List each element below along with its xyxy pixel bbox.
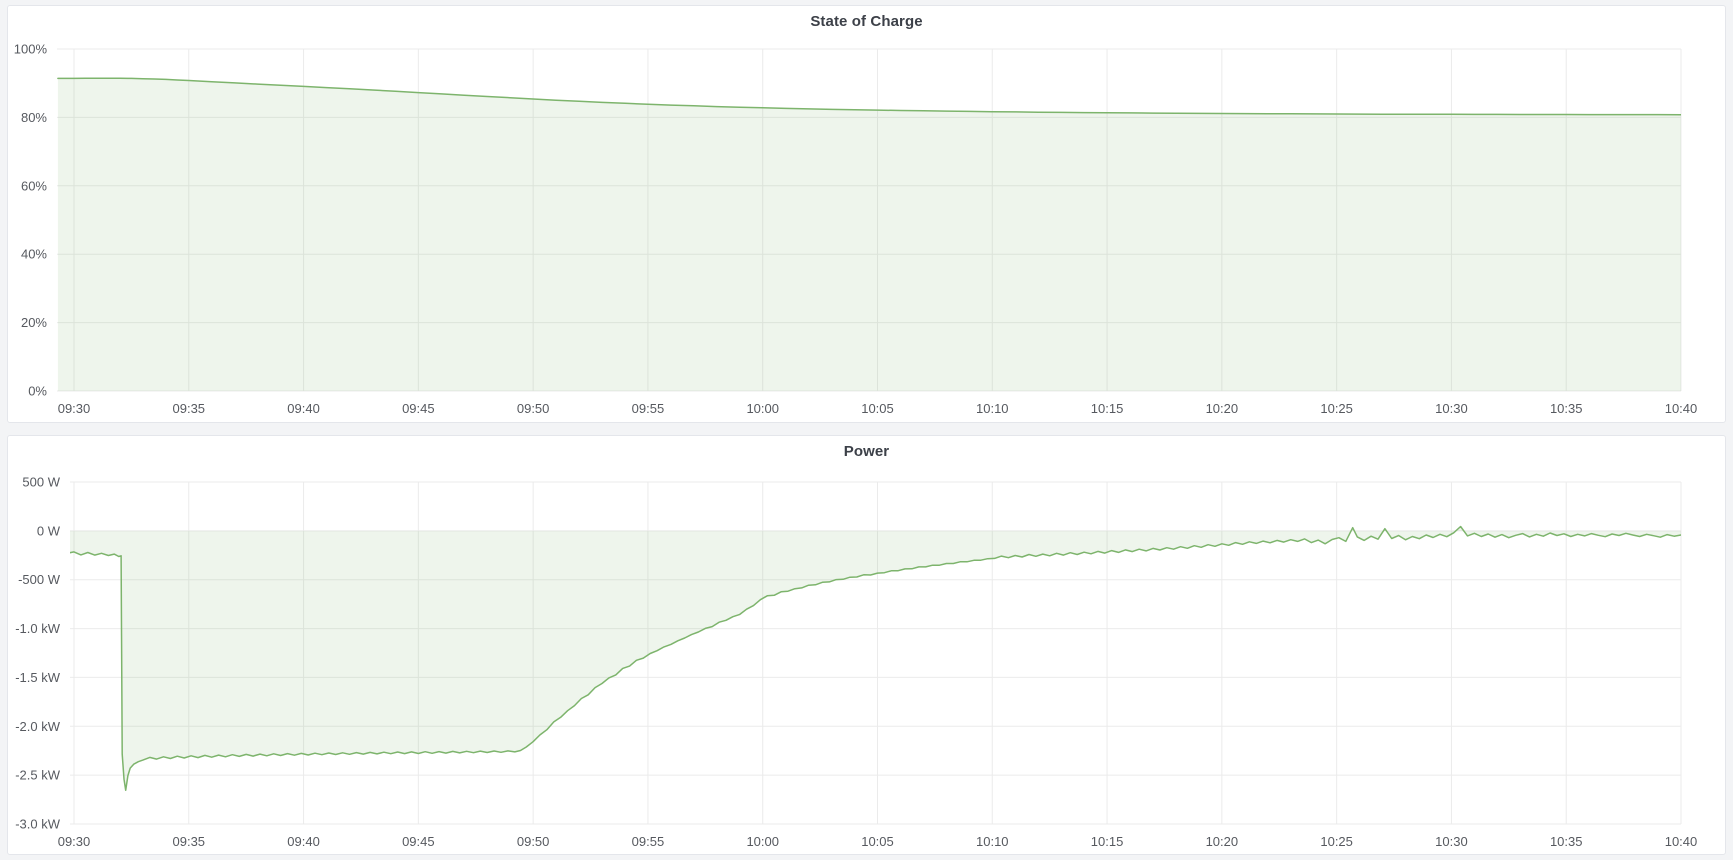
svg-text:09:50: 09:50 <box>517 401 550 416</box>
soc-chart[interactable]: 100% 80% 60% 40% 20% 0% 09:30 09:35 09:40 09:45 09… <box>8 6 1725 422</box>
svg-text:40%: 40% <box>21 247 47 262</box>
svg-text:100%: 100% <box>14 42 48 57</box>
svg-text:-1.5 kW: -1.5 kW <box>15 670 61 685</box>
svg-text:09:30: 09:30 <box>58 834 91 849</box>
svg-text:-2.5 kW: -2.5 kW <box>15 768 61 783</box>
power-panel: Power 500 W 0 W -500 W -1.0 kW -1.5 kW -2.0 k… <box>7 435 1726 855</box>
svg-text:10:20: 10:20 <box>1206 834 1239 849</box>
svg-text:80%: 80% <box>21 110 47 125</box>
svg-text:09:40: 09:40 <box>287 401 320 416</box>
svg-text:09:40: 09:40 <box>287 834 320 849</box>
power-panel-title[interactable]: Power <box>843 443 890 460</box>
svg-text:09:35: 09:35 <box>173 401 206 416</box>
svg-text:10:00: 10:00 <box>746 834 779 849</box>
svg-text:09:30: 09:30 <box>58 401 91 416</box>
svg-text:0%: 0% <box>28 384 47 399</box>
svg-text:10:10: 10:10 <box>976 401 1009 416</box>
svg-text:10:15: 10:15 <box>1091 401 1124 416</box>
svg-text:09:50: 09:50 <box>517 834 550 849</box>
svg-text:09:35: 09:35 <box>173 834 206 849</box>
svg-text:10:20: 10:20 <box>1206 401 1239 416</box>
svg-text:10:30: 10:30 <box>1435 401 1468 416</box>
svg-text:10:40: 10:40 <box>1665 401 1698 416</box>
svg-text:20%: 20% <box>21 315 47 330</box>
svg-text:-2.0 kW: -2.0 kW <box>15 719 61 734</box>
svg-text:09:45: 09:45 <box>402 401 435 416</box>
svg-text:10:00: 10:00 <box>746 401 779 416</box>
svg-text:09:45: 09:45 <box>402 834 435 849</box>
svg-text:10:35: 10:35 <box>1550 401 1583 416</box>
svg-text:-500 W: -500 W <box>18 572 61 587</box>
svg-text:-3.0 kW: -3.0 kW <box>15 817 61 832</box>
svg-text:-1.0 kW: -1.0 kW <box>15 621 61 636</box>
svg-text:10:10: 10:10 <box>976 834 1009 849</box>
svg-text:10:30: 10:30 <box>1435 834 1468 849</box>
svg-text:10:35: 10:35 <box>1550 834 1583 849</box>
svg-text:10:40: 10:40 <box>1665 834 1698 849</box>
soc-panel-title[interactable]: State of Charge <box>810 13 923 30</box>
svg-text:10:05: 10:05 <box>861 834 894 849</box>
svg-text:09:55: 09:55 <box>632 401 665 416</box>
svg-text:500 W: 500 W <box>22 475 60 490</box>
svg-text:60%: 60% <box>21 178 47 193</box>
svg-text:09:55: 09:55 <box>632 834 665 849</box>
svg-text:10:25: 10:25 <box>1320 401 1353 416</box>
svg-text:0 W: 0 W <box>37 523 61 538</box>
power-chart[interactable]: 500 W 0 W -500 W -1.0 kW -1.5 kW -2.0 kW -2.5 … <box>8 436 1725 854</box>
svg-text:10:15: 10:15 <box>1091 834 1124 849</box>
svg-text:10:25: 10:25 <box>1320 834 1353 849</box>
soc-panel: State of Charge 100% 80% 60% 40% 20% 0% 09:30 0… <box>7 5 1726 423</box>
svg-text:10:05: 10:05 <box>861 401 894 416</box>
